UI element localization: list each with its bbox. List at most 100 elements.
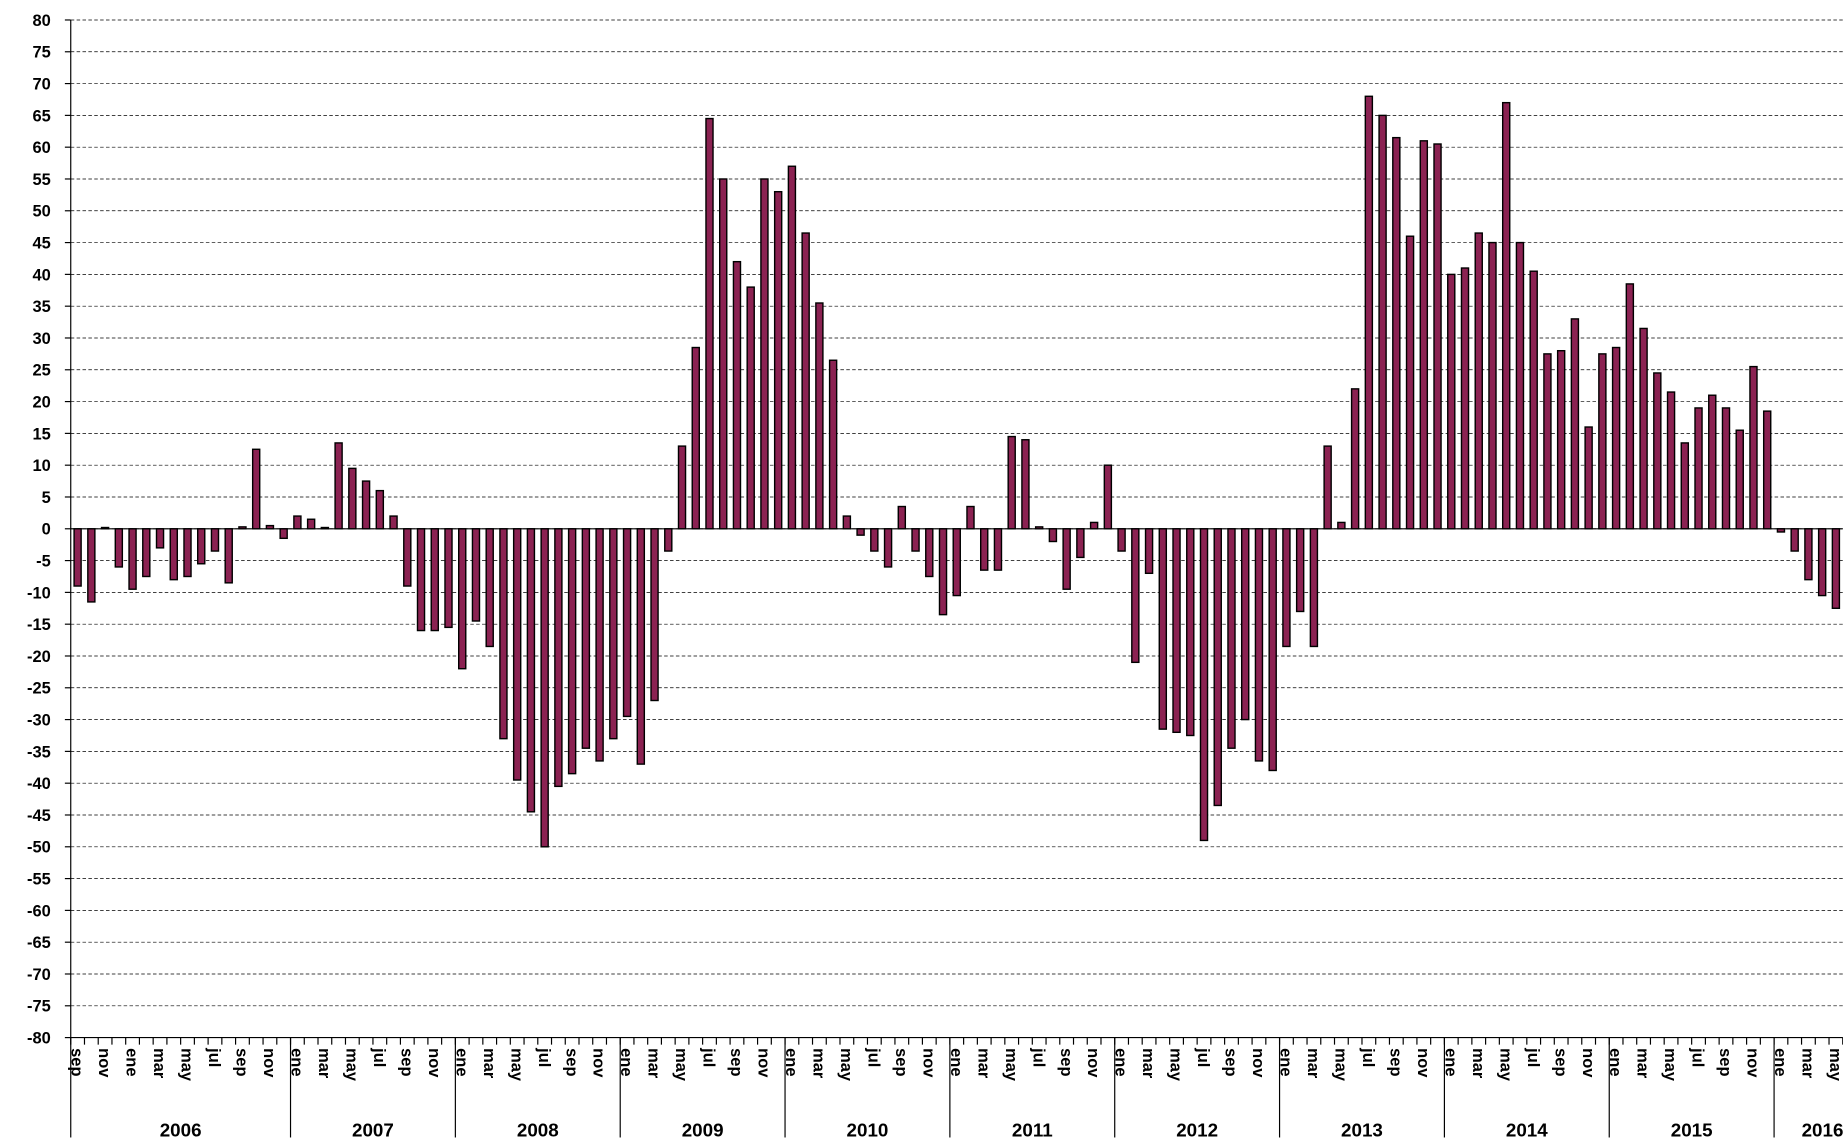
y-tick-label: 55 (32, 171, 50, 189)
year-label: 2014 (1506, 1119, 1548, 1140)
bar (567, 528, 577, 775)
y-tick-label: -25 (27, 680, 51, 698)
bar (1021, 439, 1030, 530)
x-tick-label: sep (1551, 1048, 1569, 1076)
x-tick-label: may (1002, 1048, 1020, 1082)
x-tick-label: may (672, 1048, 690, 1082)
bar (251, 448, 261, 530)
bar (938, 528, 948, 616)
bar (334, 442, 343, 530)
bar (595, 528, 604, 762)
bar (1570, 318, 1580, 530)
bar (1131, 528, 1140, 664)
bar (1199, 528, 1209, 842)
x-tick-label: sep (233, 1048, 251, 1076)
x-tick-label: mar (974, 1048, 992, 1079)
bar (1089, 521, 1099, 530)
bar (1625, 283, 1635, 530)
bar (1378, 114, 1387, 530)
y-tick-label: -55 (27, 870, 51, 888)
bar (1515, 241, 1525, 530)
bar (1653, 372, 1662, 530)
bar (1144, 528, 1154, 575)
bar (1790, 528, 1799, 552)
year-label: 2011 (1012, 1119, 1053, 1140)
y-tick-label: -5 (36, 552, 51, 570)
bar (1172, 528, 1181, 734)
bar (801, 232, 810, 530)
year-label: 2012 (1176, 1119, 1218, 1140)
bar (499, 528, 508, 740)
bar (416, 528, 426, 632)
bar (1749, 365, 1758, 530)
bar (705, 117, 714, 530)
bar (1694, 407, 1703, 530)
bar (1529, 270, 1538, 530)
bar (1584, 426, 1593, 530)
y-tick-label: 80 (32, 12, 50, 30)
bar (1433, 143, 1442, 530)
x-tick-label: may (178, 1048, 196, 1082)
x-tick-label: jul (205, 1047, 223, 1067)
y-tick-label: 5 (42, 489, 51, 507)
bar (1337, 521, 1346, 530)
year-label: 2007 (352, 1119, 394, 1140)
x-tick-label: sep (1716, 1048, 1734, 1076)
bar (732, 260, 742, 530)
bar (293, 515, 302, 530)
bar (1062, 528, 1071, 590)
bar (719, 178, 728, 530)
bar (1405, 235, 1415, 530)
bar (471, 528, 481, 622)
bar (609, 528, 618, 740)
bar (1735, 429, 1744, 530)
bar (622, 528, 632, 718)
year-label: 2013 (1341, 1119, 1383, 1140)
y-tick-label: -10 (27, 584, 51, 602)
x-tick-label: jul (700, 1047, 718, 1067)
x-tick-label: jul (1029, 1047, 1047, 1067)
bar (856, 528, 865, 536)
x-tick-label: ene (1441, 1048, 1459, 1076)
x-tick-label: jul (1194, 1047, 1212, 1067)
y-tick-label: -70 (27, 966, 51, 984)
bar (128, 528, 137, 590)
bar (1666, 391, 1676, 530)
y-tick-label: -15 (27, 616, 51, 634)
bar (815, 302, 824, 530)
bar (1007, 435, 1016, 530)
bar (155, 528, 165, 549)
bar (554, 528, 563, 788)
bar (306, 518, 316, 530)
bar (1282, 528, 1291, 648)
bar (1076, 528, 1085, 559)
bar (1817, 528, 1827, 597)
bar (842, 515, 852, 530)
x-tick-label: jul (1524, 1047, 1542, 1067)
bar (828, 359, 838, 530)
bar (1117, 528, 1126, 552)
bar (1474, 232, 1483, 530)
x-tick-label: mar (645, 1048, 663, 1079)
bar (403, 528, 412, 587)
bar (1227, 528, 1236, 749)
bar (142, 528, 151, 578)
bar (1419, 140, 1429, 530)
y-tick-label: 15 (32, 425, 50, 443)
bar (1323, 445, 1332, 530)
x-tick-label: mar (315, 1048, 333, 1079)
bar (1762, 410, 1772, 530)
x-tick-label: jul (1359, 1047, 1377, 1067)
bar (210, 528, 220, 552)
bar (773, 190, 783, 530)
bar (361, 480, 371, 530)
x-tick-label: sep (562, 1048, 580, 1076)
bar (691, 346, 700, 530)
bar (430, 528, 439, 632)
bar (512, 528, 522, 781)
bar (114, 528, 124, 568)
bar (636, 528, 646, 765)
y-tick-label: 50 (32, 203, 50, 221)
bar (1034, 526, 1044, 530)
bar (1254, 528, 1264, 762)
